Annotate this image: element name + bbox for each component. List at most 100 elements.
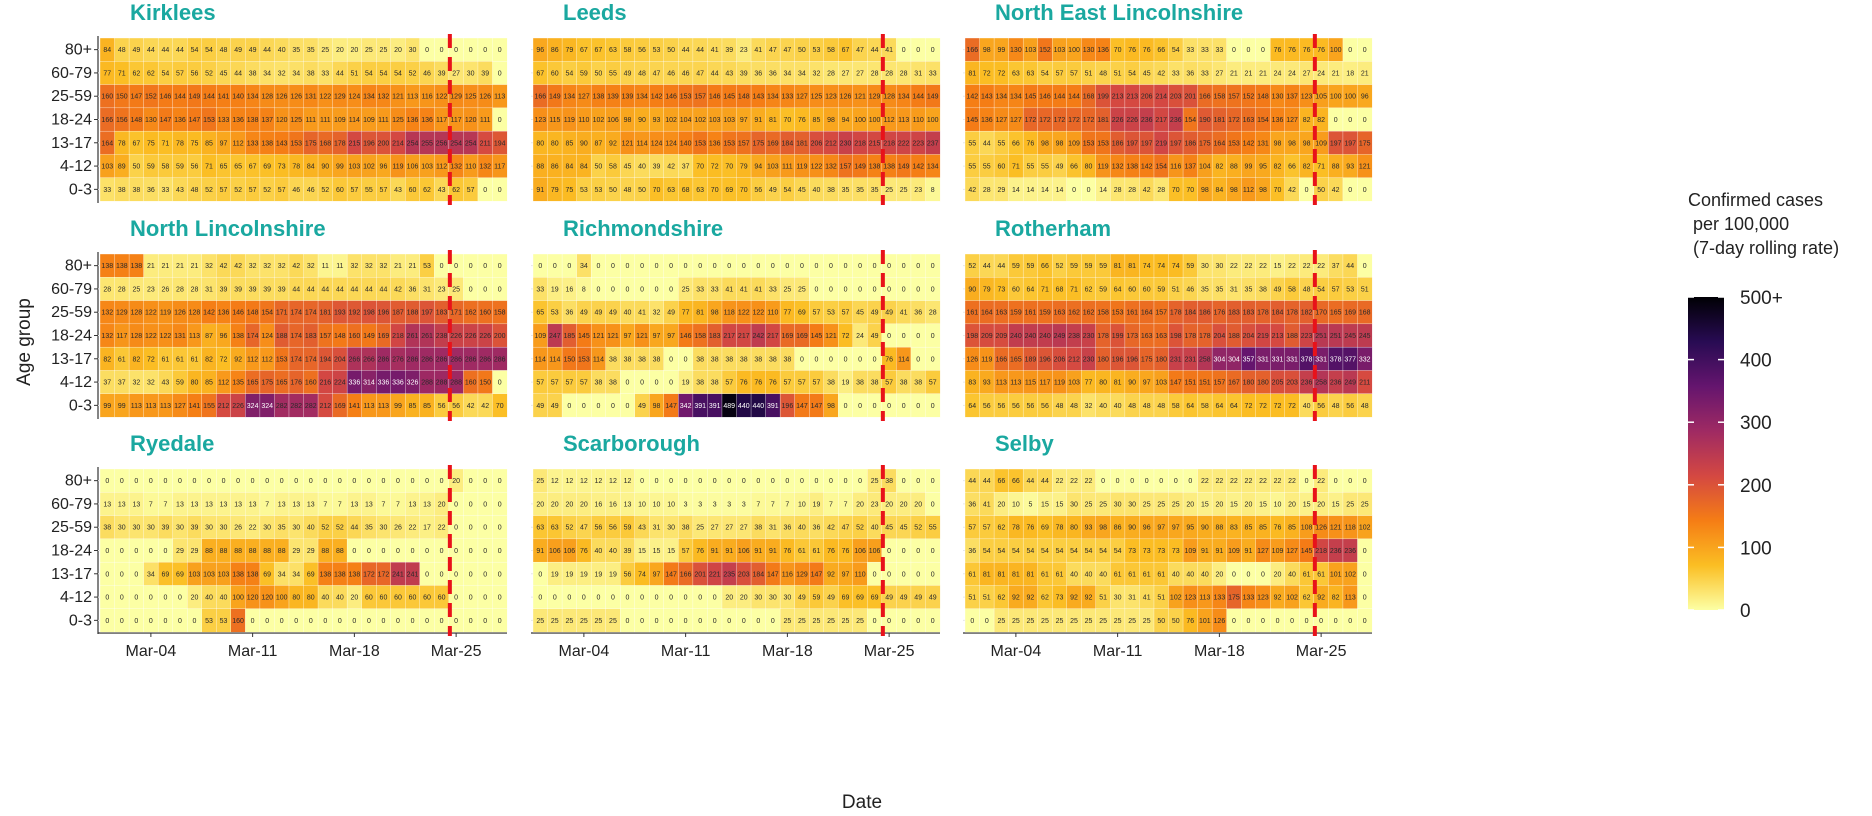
cell-value-label: 0 bbox=[425, 618, 429, 625]
cell-value-label: 0 bbox=[1246, 47, 1250, 54]
cell-value-label: 0 bbox=[669, 478, 673, 485]
cell-value-label: 161 bbox=[966, 310, 978, 317]
cell-value-label: 128 bbox=[883, 94, 895, 101]
cell-value-label: 175 bbox=[1359, 140, 1371, 147]
cell-value-label: 169 bbox=[1344, 310, 1356, 317]
cell-value-label: 69 bbox=[798, 310, 806, 317]
cell-value-label: 13 bbox=[278, 501, 286, 508]
cell-value-label: 0 bbox=[756, 618, 760, 625]
cell-value-label: 0 bbox=[858, 478, 862, 485]
cell-value-label: 122 bbox=[160, 333, 172, 340]
cell-value-label: 13 bbox=[176, 501, 184, 508]
cell-value-label: 88 bbox=[321, 548, 329, 555]
cell-value-label: 72 bbox=[1259, 403, 1267, 410]
cell-value-label: 7 bbox=[265, 501, 269, 508]
cell-value-label: 22 bbox=[1056, 478, 1064, 485]
cell-value-label: 0 bbox=[698, 263, 702, 270]
cell-value-label: 0 bbox=[1188, 478, 1192, 485]
cell-value-label: 0 bbox=[655, 263, 659, 270]
cell-value-label: 0 bbox=[698, 618, 702, 625]
cell-value-label: 34 bbox=[278, 571, 286, 578]
cell-value-label: 0 bbox=[411, 618, 415, 625]
cell-value-label: 336 bbox=[349, 380, 361, 387]
cell-value-label: 25 bbox=[798, 286, 806, 293]
cell-value-label: 41 bbox=[754, 286, 762, 293]
cell-value-label: 0 bbox=[640, 286, 644, 293]
cell-value-label: 54 bbox=[1012, 548, 1020, 555]
cell-value-label: 49 bbox=[827, 595, 835, 602]
cell-value-label: 42 bbox=[667, 164, 675, 171]
cell-value-label: 106 bbox=[607, 117, 619, 124]
cell-value-label: 77 bbox=[1085, 380, 1093, 387]
y-tick-label: 13-17 bbox=[51, 566, 92, 583]
cell-value-label: 40 bbox=[278, 47, 286, 54]
x-tick-label: Mar-04 bbox=[126, 643, 177, 660]
cell-value-label: 164 bbox=[1141, 310, 1153, 317]
cell-value-label: 0 bbox=[800, 263, 804, 270]
cell-value-label: 0 bbox=[483, 187, 487, 194]
cell-value-label: 63 bbox=[1012, 70, 1020, 77]
cell-value-label: 92 bbox=[1085, 595, 1093, 602]
cell-value-label: 0 bbox=[713, 263, 717, 270]
cell-value-label: 91 bbox=[1201, 548, 1209, 555]
cell-value-label: 59 bbox=[147, 164, 155, 171]
cell-value-label: 12 bbox=[565, 478, 573, 485]
cell-value-label: 84 bbox=[1215, 187, 1223, 194]
cell-value-label: 57 bbox=[220, 187, 228, 194]
cell-value-label: 91 bbox=[769, 548, 777, 555]
cell-value-label: 98 bbox=[827, 117, 835, 124]
cell-value-label: 145 bbox=[966, 117, 978, 124]
cell-value-label: 20 bbox=[565, 501, 573, 508]
cell-value-label: 90 bbox=[968, 286, 976, 293]
cell-value-label: 44 bbox=[162, 47, 170, 54]
x-tick-label: Mar-11 bbox=[228, 643, 278, 660]
x-tick-label: Mar-18 bbox=[329, 643, 380, 660]
cell-value-label: 198 bbox=[363, 310, 375, 317]
cell-value-label: 129 bbox=[334, 94, 346, 101]
cell-value-label: 66 bbox=[1012, 478, 1020, 485]
cell-value-label: 282 bbox=[290, 403, 302, 410]
cell-value-label: 0 bbox=[553, 595, 557, 602]
cell-value-label: 118 bbox=[724, 310, 735, 317]
cell-value-label: 212 bbox=[218, 403, 230, 410]
cell-value-label: 131 bbox=[1257, 140, 1269, 147]
cell-value-label: 0 bbox=[640, 263, 644, 270]
x-tick-label: Mar-25 bbox=[431, 643, 482, 660]
cell-value-label: 164 bbox=[101, 140, 113, 147]
cell-value-label: 196 bbox=[1039, 356, 1051, 363]
cell-value-label: 40 bbox=[1099, 571, 1107, 578]
cell-value-label: 0 bbox=[640, 380, 644, 387]
y-tick-label: 18-24 bbox=[51, 543, 92, 560]
cell-value-label: 224 bbox=[334, 380, 346, 387]
cell-value-label: 70 bbox=[711, 187, 719, 194]
cell-value-label: 54 bbox=[1041, 70, 1049, 77]
cell-value-label: 0 bbox=[873, 286, 877, 293]
cell-value-label: 0 bbox=[596, 286, 600, 293]
cell-value-label: 163 bbox=[1155, 333, 1167, 340]
cell-value-label: 0 bbox=[582, 595, 586, 602]
cell-value-label: 0 bbox=[669, 595, 673, 602]
cell-value-label: 0 bbox=[916, 356, 920, 363]
cell-value-label: 0 bbox=[727, 263, 731, 270]
cell-value-label: 0 bbox=[640, 618, 644, 625]
cell-value-label: 112 bbox=[436, 164, 447, 171]
cell-value-label: 0 bbox=[1363, 263, 1367, 270]
cell-value-label: 58 bbox=[827, 47, 835, 54]
heatmap-cell bbox=[925, 177, 941, 202]
cell-value-label: 21 bbox=[191, 263, 199, 270]
cell-value-label: 0 bbox=[538, 263, 542, 270]
cell-value-label: 53 bbox=[580, 187, 588, 194]
cell-value-label: 199 bbox=[1112, 333, 1124, 340]
cell-value-label: 0 bbox=[844, 356, 848, 363]
cell-value-label: 50 bbox=[132, 164, 140, 171]
cell-value-label: 0 bbox=[655, 618, 659, 625]
cell-value-label: 147 bbox=[1170, 380, 1182, 387]
cell-value-label: 47 bbox=[653, 70, 661, 77]
cell-value-label: 36 bbox=[409, 286, 417, 293]
cell-value-label: 237 bbox=[927, 140, 939, 147]
cell-value-label: 40 bbox=[638, 164, 646, 171]
cell-value-label: 104 bbox=[680, 117, 692, 124]
cell-value-label: 20 bbox=[350, 595, 358, 602]
cell-value-label: 138 bbox=[247, 117, 259, 124]
cell-value-label: 62 bbox=[1303, 595, 1311, 602]
